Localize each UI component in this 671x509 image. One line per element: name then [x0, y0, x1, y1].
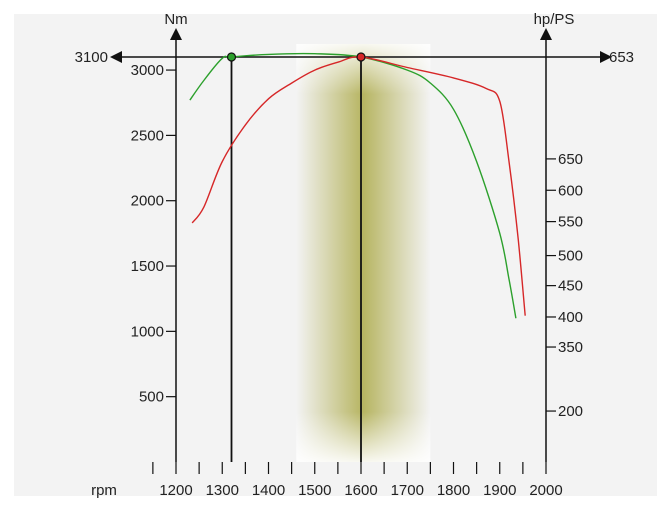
x-tick-label: 1900: [483, 482, 516, 499]
left-tick-label: 3000: [131, 62, 164, 79]
right-axis-unit: hp/PS: [534, 11, 575, 28]
left-tick-label: 1000: [131, 323, 164, 340]
series-torque-line: [189, 52, 517, 319]
left-axis-unit: Nm: [164, 11, 187, 28]
x-tick-label: 1500: [298, 482, 331, 499]
x-tick-label: 2000: [529, 482, 562, 499]
x-tick-label: 1800: [437, 482, 470, 499]
right-tick-label: 400: [558, 309, 583, 326]
left-tick-label: 2500: [131, 127, 164, 144]
right-axis-ticks: 200 350 400 450 500 550 600 650: [546, 151, 583, 420]
right-tick-label: 200: [558, 403, 583, 420]
x-axis-label: rpm: [91, 482, 117, 499]
x-tick-label: 1200: [159, 482, 192, 499]
right-tick-label: 550: [558, 214, 583, 231]
right-tick-label: 600: [558, 182, 583, 199]
x-tick-label: 1600: [344, 482, 377, 499]
left-tick-label: 2000: [131, 193, 164, 210]
max-torque-point: [226, 52, 237, 62]
left-axis-ticks: 500 1000 1500 2000 2500 3000: [131, 62, 176, 406]
x-tick-label: 1300: [206, 482, 239, 499]
right-tick-label: 450: [558, 278, 583, 295]
peak-band-fade: [296, 44, 431, 462]
x-tick-label: 1700: [391, 482, 424, 499]
x-axis-ticks: 1200 1300 1400 1500 1600 1700 1800 1900 2000: [152, 462, 563, 499]
right-tick-label: 500: [558, 248, 583, 265]
max-torque-label: 3100: [75, 49, 108, 66]
left-tick-label: 1500: [131, 258, 164, 275]
right-tick-label: 350: [558, 339, 583, 356]
series-power-line: [191, 56, 526, 316]
right-tick-label: 650: [558, 151, 583, 168]
max-power-point: [356, 52, 366, 62]
max-power-label: 653: [609, 49, 634, 66]
x-tick-label: 1400: [252, 482, 285, 499]
left-tick-label: 500: [139, 389, 164, 406]
